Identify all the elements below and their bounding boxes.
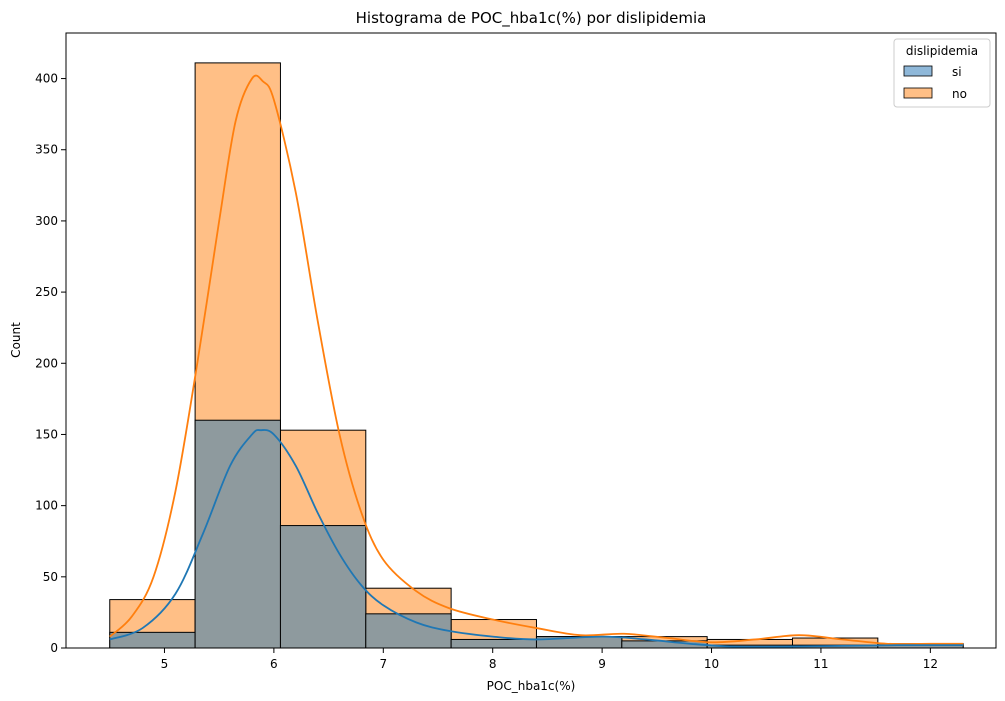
x-tick-label: 5: [161, 657, 169, 671]
x-tick-label: 10: [704, 657, 719, 671]
bar-si-4: [450, 638, 537, 649]
bars-layer: [109, 62, 964, 649]
y-tick-label: 150: [35, 427, 58, 441]
bar-si-0: [109, 631, 196, 649]
x-axis-label: POC_hba1c(%): [487, 679, 576, 693]
legend-label-si: si: [952, 65, 962, 79]
x-tick-label: 6: [270, 657, 278, 671]
y-tick-label: 0: [50, 641, 58, 655]
kde-line-si: [109, 429, 964, 648]
bar-si-1: [194, 419, 281, 649]
x-axis: 5 6 7 8 9 10 11 12: [161, 648, 938, 671]
kde-layer: [109, 74, 964, 648]
y-tick-label: 350: [35, 143, 58, 157]
x-tick-label: 9: [598, 657, 606, 671]
y-tick-label: 200: [35, 356, 58, 370]
y-tick-label: 100: [35, 499, 58, 513]
chart-title: Histograma de POC_hba1c(%) por dislipide…: [356, 9, 707, 28]
x-tick-label: 12: [923, 657, 938, 671]
bar-si-2: [279, 525, 367, 649]
y-tick-label: 400: [35, 72, 58, 86]
y-axis: 0 50 100 150 200 250 300 350 400: [35, 72, 66, 655]
y-tick-label: 250: [35, 285, 58, 299]
y-tick-label: 300: [35, 214, 58, 228]
y-tick-label: 50: [43, 570, 58, 584]
legend-title: dislipidemia: [906, 44, 978, 58]
kde-line-no: [109, 74, 964, 645]
plot-frame: [65, 32, 997, 649]
x-tick-label: 7: [379, 657, 387, 671]
legend-swatch-no: [903, 87, 933, 99]
x-tick-label: 8: [489, 657, 497, 671]
legend: dislipidemia si no: [893, 38, 991, 108]
legend-label-no: no: [952, 87, 967, 101]
x-tick-label: 11: [813, 657, 828, 671]
legend-swatch-si: [903, 65, 933, 77]
y-axis-label: Count: [9, 322, 23, 358]
